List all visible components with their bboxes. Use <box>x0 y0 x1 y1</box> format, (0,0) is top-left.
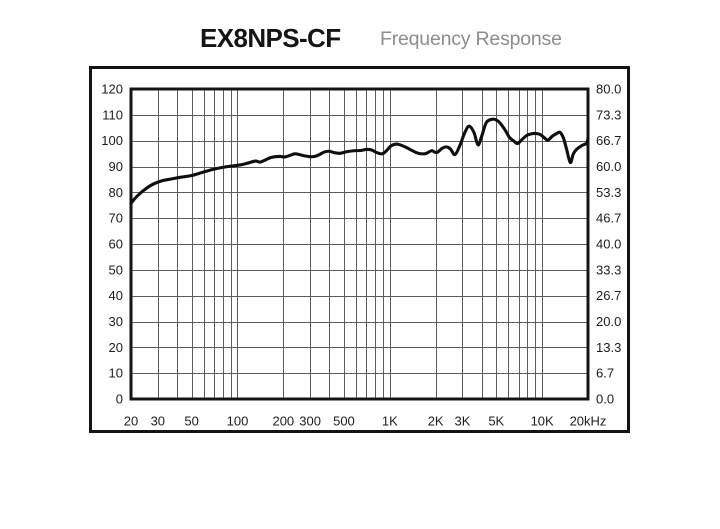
chart-subtitle: Frequency Response <box>380 28 562 50</box>
x-tick-label: 300 <box>299 414 321 429</box>
page-title: EX8NPS-CF <box>200 23 341 53</box>
y-right-tick-label: 73.3 <box>596 107 621 122</box>
y-right-tick-label: 60.0 <box>596 159 621 174</box>
response-curve <box>129 117 590 205</box>
x-tick-label: 20 <box>124 414 138 429</box>
plot-area-border <box>129 87 590 401</box>
y-left-tick-label: 20 <box>109 340 123 355</box>
y-left-tick-label: 80 <box>109 185 123 200</box>
y-left-tick-label: 120 <box>101 82 123 97</box>
y-left-tick-label: 90 <box>109 159 123 174</box>
y-left-tick-label: 60 <box>109 237 123 252</box>
y-left-tick-label: 50 <box>109 262 123 277</box>
x-tick-label: 30 <box>151 414 165 429</box>
y-left-tick-label: 10 <box>109 366 123 381</box>
y-right-tick-label: 0.0 <box>596 392 614 407</box>
x-tick-label: 10K <box>531 414 554 429</box>
x-tick-label: 500 <box>333 414 355 429</box>
y-left-tick-label: 0 <box>116 392 123 407</box>
y-right-tick-label: 6.7 <box>596 366 614 381</box>
x-tick-label: 5K <box>488 414 504 429</box>
x-tick-label: 1K <box>382 414 398 429</box>
y-left-tick-label: 30 <box>109 314 123 329</box>
y-left-tick-label: 70 <box>109 211 123 226</box>
y-left-tick-label: 110 <box>102 107 123 122</box>
y-right-tick-label: 80.0 <box>596 82 621 97</box>
y-right-tick-label: 66.7 <box>596 133 621 148</box>
x-tick-label: 3K <box>455 414 471 429</box>
y-left-tick-label: 40 <box>109 288 123 303</box>
x-tick-label: 100 <box>227 414 249 429</box>
y-right-tick-label: 20.0 <box>596 314 621 329</box>
x-tick-label: 20kHz <box>570 414 607 429</box>
x-tick-label: 200 <box>272 414 294 429</box>
y-right-tick-label: 40.0 <box>596 237 621 252</box>
y-right-tick-label: 26.7 <box>596 288 621 303</box>
chart-outer-border <box>89 66 630 433</box>
x-tick-label: 2K <box>428 414 444 429</box>
y-right-tick-label: 53.3 <box>596 185 621 200</box>
x-tick-label: 50 <box>184 414 198 429</box>
y-left-tick-label: 100 <box>101 133 123 148</box>
y-right-tick-label: 13.3 <box>596 340 621 355</box>
y-right-tick-label: 33.3 <box>596 262 621 277</box>
y-right-tick-label: 46.7 <box>596 211 621 226</box>
